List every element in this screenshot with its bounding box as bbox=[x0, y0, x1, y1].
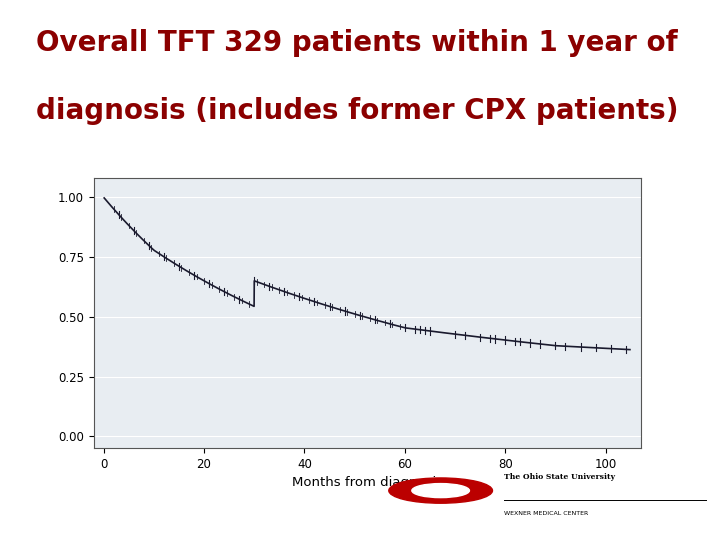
Circle shape bbox=[412, 484, 469, 498]
X-axis label: Months from diagnosis: Months from diagnosis bbox=[292, 476, 443, 489]
Text: Overall TFT 329 patients within 1 year of: Overall TFT 329 patients within 1 year o… bbox=[36, 29, 678, 57]
Text: diagnosis (includes former CPX patients): diagnosis (includes former CPX patients) bbox=[36, 97, 678, 125]
Text: WEXNER MEDICAL CENTER: WEXNER MEDICAL CENTER bbox=[504, 511, 588, 516]
Text: The Ohio State University: The Ohio State University bbox=[504, 472, 615, 481]
Circle shape bbox=[389, 478, 492, 503]
